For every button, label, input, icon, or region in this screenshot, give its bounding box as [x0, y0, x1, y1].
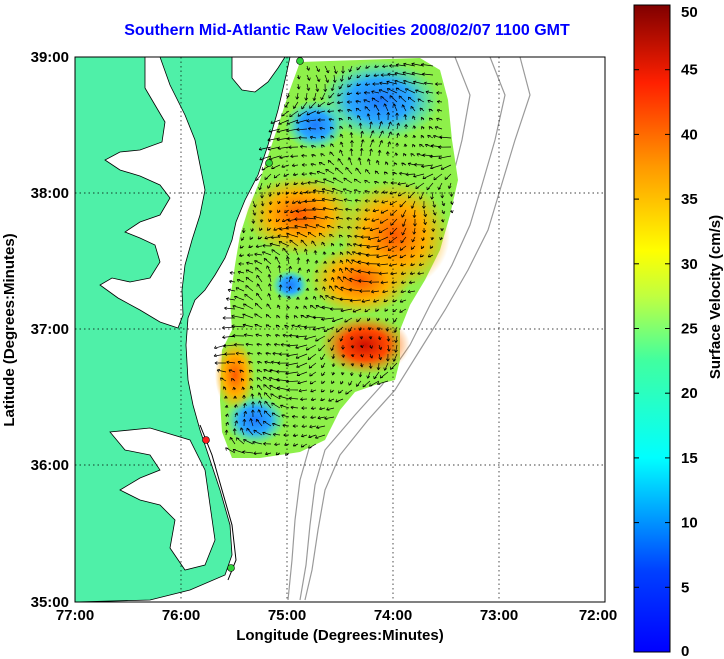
x-tick-label: 73:00 [480, 607, 518, 624]
x-axis-label: Longitude (Degrees:Minutes) [236, 627, 444, 644]
chesapeake-bay [99, 57, 206, 329]
colorbar-tick-label: 35 [681, 191, 698, 208]
colorbar-ticks: 0 5 10 15 20 25 30 35 40 45 50 [634, 4, 698, 659]
x-axis: 77:00 76:00 75:00 74:00 73:00 72:00 Long… [56, 607, 617, 644]
station-marker [202, 436, 210, 444]
y-tick-label: 39:00 [31, 49, 69, 66]
map-border [74, 56, 606, 603]
velocity-patches [215, 60, 450, 445]
colorbar-tick-label: 45 [681, 62, 698, 79]
colorbar: 0 5 10 15 20 25 30 35 40 45 50 Surface Velocity (c… [633, 4, 724, 659]
colorbar-tick-label: 0 [681, 643, 689, 659]
x-tick-label: 77:00 [56, 607, 94, 624]
grid [75, 57, 605, 602]
y-tick-label: 35:00 [31, 594, 69, 611]
colorbar-gradient [633, 4, 671, 653]
y-axis: 39:00 38:00 37:00 36:00 35:00 Latitude (… [1, 49, 69, 611]
y-tick-label: 36:00 [31, 457, 69, 474]
colorbar-tick-label: 20 [681, 385, 698, 402]
vector-arrows [213, 62, 454, 456]
y-tick-label: 37:00 [31, 321, 69, 338]
x-tick-label: 75:00 [268, 607, 306, 624]
map-title: Southern Mid-Atlantic Raw Velocities 200… [124, 22, 570, 39]
colorbar-tick-label: 15 [681, 450, 698, 467]
colorbar-tick-label: 5 [681, 579, 689, 596]
colorbar-tick-label: 30 [681, 256, 698, 273]
colorbar-tick-label: 25 [681, 321, 698, 338]
colorbar-label: Surface Velocity (cm/s) [707, 215, 724, 379]
x-tick-label: 76:00 [162, 607, 200, 624]
station-marker [227, 564, 235, 572]
x-tick-label: 74:00 [374, 607, 412, 624]
x-tick-label: 72:00 [579, 607, 617, 624]
y-tick-label: 38:00 [31, 185, 69, 202]
barrier-islands [199, 424, 237, 581]
velocity-vectors [213, 62, 454, 456]
delaware-bay [231, 57, 286, 93]
station-marker [296, 57, 304, 65]
y-axis-label: Latitude (Degrees:Minutes) [1, 233, 18, 426]
colorbar-tick-label: 50 [681, 4, 698, 21]
colorbar-tick-label: 40 [681, 126, 698, 143]
station-marker [265, 159, 273, 167]
colorbar-tick-label: 10 [681, 515, 698, 532]
